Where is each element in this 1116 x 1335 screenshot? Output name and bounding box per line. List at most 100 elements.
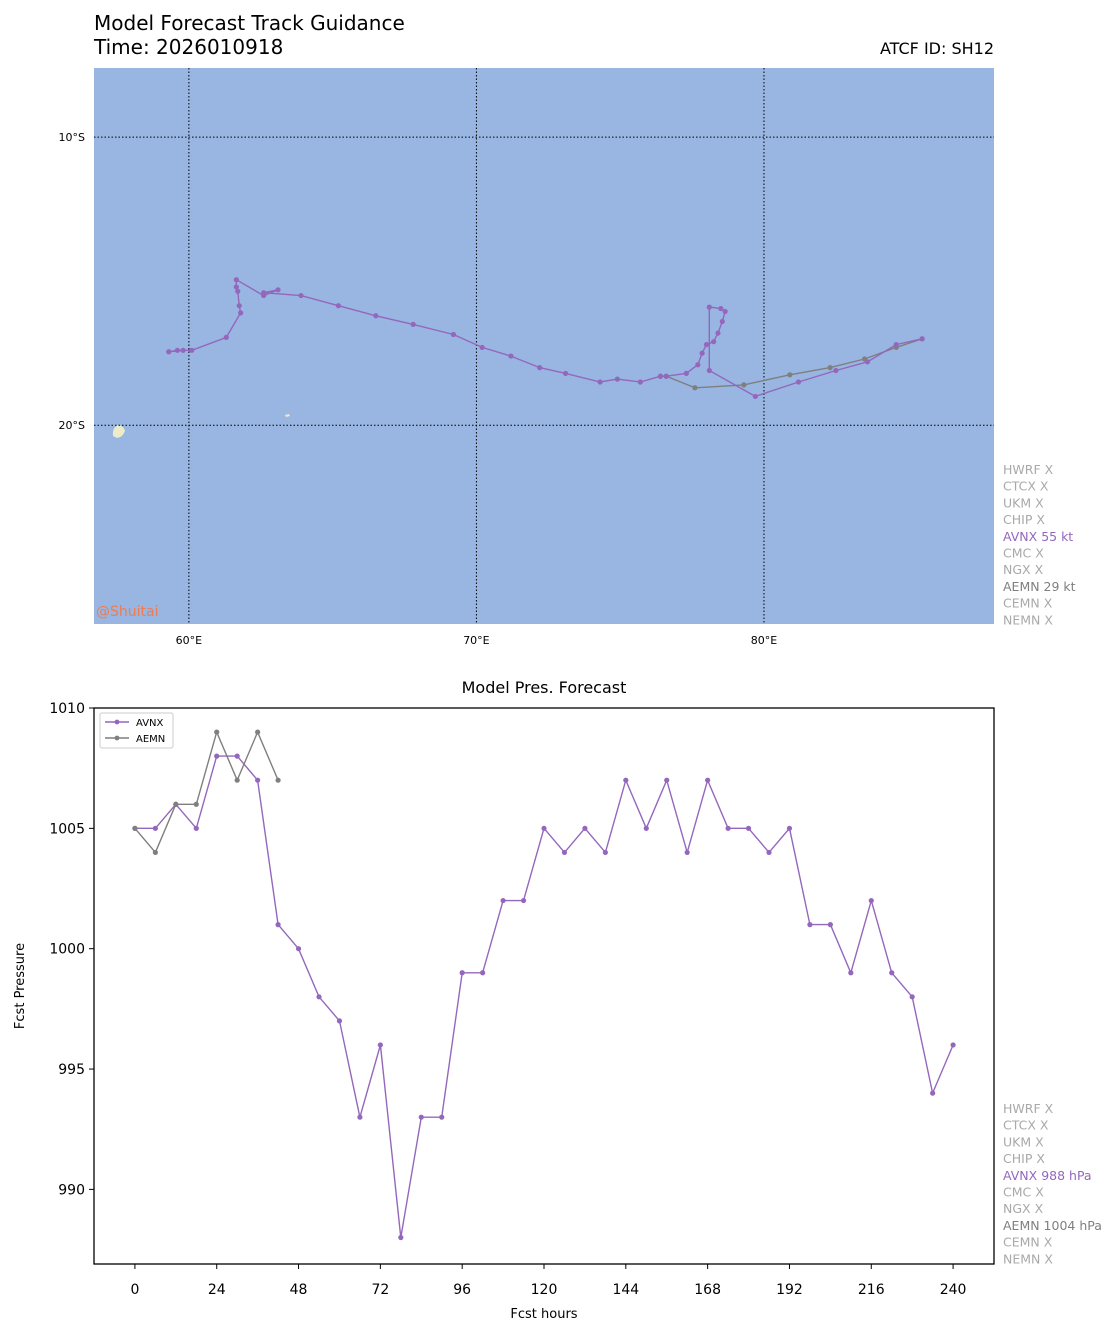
track-point-avnx	[663, 373, 669, 379]
pressure-point-avnx	[541, 825, 547, 831]
pressure-point-avnx	[500, 897, 506, 904]
track-point-avnx	[562, 370, 569, 376]
track-point-avnx	[223, 334, 229, 340]
track-point-aemn	[692, 385, 698, 391]
pressure-point-avnx	[152, 825, 158, 831]
track-point-avnx	[683, 370, 689, 376]
track-point-avnx	[706, 304, 712, 310]
map-lon-tick: 80°E	[751, 634, 777, 647]
pressure-point-avnx	[275, 922, 281, 928]
pressure-point-avnx	[214, 753, 220, 759]
pressure-point-avnx	[827, 922, 833, 928]
pressure-point-aemn	[234, 777, 240, 783]
model-legend-entry: CHIP X	[1003, 512, 1045, 527]
map-lat-tick: 20°S	[59, 419, 85, 432]
pressure-point-avnx	[786, 825, 793, 831]
pressure-point-avnx	[193, 825, 199, 831]
x-tick-label: 240	[940, 1282, 967, 1298]
pressure-series	[132, 729, 956, 1241]
track-point-avnx	[715, 330, 721, 336]
figure-title: Model Forecast Track Guidance	[94, 11, 405, 35]
pressure-point-avnx	[520, 897, 527, 904]
pressure-point-avnx	[766, 849, 772, 856]
pressure-legend: AVNX AEMN	[99, 712, 174, 749]
watermark: @Shuitai	[96, 604, 158, 620]
x-tick-label: 96	[453, 1282, 471, 1298]
x-tick-label: 144	[612, 1282, 639, 1298]
pressure-chart-title: Model Pres. Forecast	[462, 678, 627, 697]
pressure-point-avnx	[602, 849, 608, 856]
y-tick-label: 1005	[49, 821, 85, 837]
model-legend-entry: CMC X	[1003, 1185, 1044, 1200]
pressure-point-avnx	[705, 777, 711, 783]
track-point-avnx	[166, 349, 172, 355]
pressure-point-avnx	[480, 970, 486, 976]
y-tick-label: 990	[58, 1182, 85, 1198]
pressure-point-aemn	[255, 729, 261, 735]
pressure-point-avnx	[234, 753, 240, 759]
map-ocean	[94, 68, 994, 624]
map-gridlines	[94, 68, 994, 624]
track-point-avnx	[703, 341, 710, 348]
model-legend-entry: NGX X	[1003, 562, 1044, 577]
model-legend-entry: CHIP X	[1003, 1151, 1045, 1166]
pressure-point-avnx	[561, 849, 568, 856]
model-legend-entry: UKM X	[1003, 495, 1044, 510]
x-tick-label: 72	[371, 1282, 389, 1298]
track-point-avnx	[722, 308, 728, 315]
legend-swatch-marker	[114, 719, 120, 725]
x-tick-label: 24	[208, 1282, 226, 1298]
map-tracks	[166, 277, 925, 400]
pressure-point-aemn	[275, 777, 281, 783]
track-point-avnx	[236, 303, 242, 309]
track-point-avnx	[752, 393, 758, 400]
pressure-point-avnx	[889, 970, 895, 976]
track-point-avnx	[706, 367, 712, 374]
pressure-point-avnx	[950, 1042, 956, 1048]
pressure-point-avnx	[868, 897, 874, 904]
track-point-avnx	[795, 379, 802, 385]
pressure-axis-ticks: 0 24 48 72 96 120 144 168 192 216 240 990 995 1000 100…	[49, 701, 966, 1298]
track-point-avnx	[833, 367, 839, 374]
track-point-avnx	[657, 373, 664, 379]
pressure-point-aemn	[152, 849, 158, 856]
pressure-xlabel: Fcst hours	[510, 1307, 577, 1322]
pressure-point-avnx	[684, 849, 690, 856]
pressure-point-aemn	[214, 729, 220, 735]
y-tick-label: 1000	[49, 942, 85, 958]
track-point-avnx	[261, 290, 267, 296]
model-legend-entry: CEMN X	[1003, 1235, 1053, 1250]
track-point-avnx	[373, 313, 379, 319]
x-tick-label: 192	[776, 1282, 803, 1298]
model-legend-entry: NEMN X	[1003, 612, 1053, 627]
track-point-avnx	[189, 347, 195, 353]
map-land-islet	[285, 414, 290, 417]
pressure-point-aemn	[173, 801, 179, 807]
track-point-avnx	[298, 292, 304, 299]
track-point-avnx	[719, 318, 725, 325]
pressure-point-avnx	[582, 825, 588, 831]
y-tick-label: 995	[58, 1062, 85, 1078]
model-legend-entry: UKM X	[1003, 1134, 1044, 1149]
model-legend-entry: AEMN 29 kt	[1003, 579, 1076, 594]
track-point-avnx	[233, 284, 239, 290]
model-legend-entry: AEMN 1004 hPa	[1003, 1218, 1102, 1233]
track-point-avnx	[335, 303, 342, 309]
map-lon-tick: 70°E	[463, 634, 489, 647]
track-point-avnx	[450, 331, 457, 338]
pressure-point-avnx	[439, 1114, 445, 1120]
pressure-point-avnx	[623, 777, 629, 783]
pressure-point-avnx	[909, 994, 915, 1000]
pressure-point-avnx	[930, 1090, 936, 1096]
track-point-avnx	[919, 336, 925, 342]
pressure-point-avnx	[664, 777, 670, 783]
track-point-avnx	[235, 288, 241, 294]
pressure-point-avnx	[295, 946, 302, 952]
track-point-aemn	[827, 365, 833, 371]
model-legend-entry: CEMN X	[1003, 596, 1053, 611]
track-point-avnx	[508, 353, 514, 359]
pressure-point-avnx	[377, 1042, 383, 1048]
pressure-point-aemn	[132, 825, 138, 831]
